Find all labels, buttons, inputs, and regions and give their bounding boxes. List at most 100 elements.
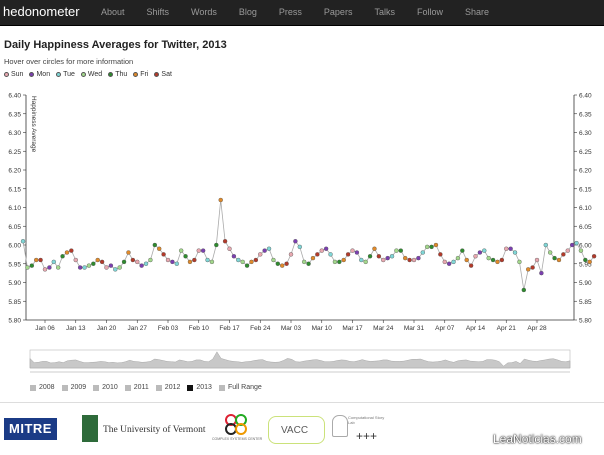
point-day-2[interactable] — [25, 265, 30, 270]
year-button-2009[interactable]: 2009 — [61, 384, 86, 391]
nav-blog[interactable]: Blog — [238, 7, 257, 17]
point-day-34[interactable] — [165, 257, 171, 263]
point-day-50[interactable] — [236, 257, 241, 263]
year-button-2013[interactable]: 2013 — [187, 384, 212, 391]
point-day-131[interactable] — [591, 254, 597, 259]
nav-follow[interactable]: Follow — [416, 7, 443, 17]
point-day-83[interactable] — [381, 257, 386, 263]
point-day-92[interactable] — [420, 250, 425, 255]
point-day-29[interactable] — [143, 261, 149, 266]
point-day-6[interactable] — [42, 267, 48, 272]
point-day-54[interactable] — [253, 257, 259, 263]
point-day-68[interactable] — [315, 252, 320, 257]
year-button-full-range[interactable]: Full Range — [218, 384, 262, 391]
point-day-94[interactable] — [429, 244, 434, 250]
point-day-51[interactable] — [240, 259, 245, 265]
point-day-130[interactable] — [587, 259, 592, 265]
point-day-49[interactable] — [231, 254, 237, 259]
point-day-5[interactable] — [38, 257, 43, 263]
point-day-31[interactable] — [152, 242, 158, 248]
point-day-76[interactable] — [350, 248, 355, 253]
point-day-112[interactable] — [508, 246, 513, 251]
point-day-80[interactable] — [367, 254, 373, 259]
point-day-13[interactable] — [73, 257, 78, 263]
complex-systems-logo[interactable]: COMPLEX SYSTEMS CENTER — [212, 437, 263, 441]
brand-logo[interactable]: hedonometer — [3, 4, 80, 19]
point-day-11[interactable] — [64, 250, 70, 255]
point-day-1[interactable] — [20, 239, 26, 244]
point-day-27[interactable] — [135, 259, 140, 265]
point-day-64[interactable] — [297, 244, 302, 250]
uvm-logo[interactable]: The University of Vermont — [103, 425, 206, 435]
point-day-108[interactable] — [490, 257, 496, 263]
point-day-125[interactable] — [565, 248, 570, 253]
point-day-33[interactable] — [161, 252, 166, 257]
point-day-90[interactable] — [411, 257, 417, 263]
point-day-89[interactable] — [407, 257, 412, 263]
point-day-123[interactable] — [556, 257, 562, 263]
point-day-81[interactable] — [372, 246, 377, 251]
point-day-79[interactable] — [363, 259, 368, 265]
point-day-48[interactable] — [227, 246, 232, 251]
point-day-66[interactable] — [306, 261, 311, 266]
point-day-39[interactable] — [187, 259, 193, 265]
nav-shifts[interactable]: Shifts — [146, 7, 170, 17]
nav-about[interactable]: About — [101, 7, 125, 17]
point-day-98[interactable] — [446, 261, 452, 266]
point-day-35[interactable] — [170, 259, 175, 265]
point-day-128[interactable] — [578, 248, 584, 253]
point-day-111[interactable] — [504, 246, 509, 251]
point-day-12[interactable] — [69, 248, 74, 253]
point-day-101[interactable] — [460, 248, 465, 253]
point-day-116[interactable] — [526, 267, 531, 272]
point-day-43[interactable] — [205, 257, 210, 263]
point-day-8[interactable] — [51, 259, 56, 265]
point-day-58[interactable] — [271, 257, 276, 263]
point-day-84[interactable] — [385, 255, 390, 261]
point-day-42[interactable] — [200, 248, 206, 253]
point-day-107[interactable] — [486, 255, 491, 261]
point-day-104[interactable] — [473, 254, 478, 259]
point-day-16[interactable] — [86, 263, 92, 268]
vacc-logo[interactable]: VACC — [281, 425, 309, 436]
point-day-73[interactable] — [337, 259, 342, 265]
point-day-69[interactable] — [319, 248, 324, 253]
point-day-45[interactable] — [214, 242, 219, 248]
point-day-70[interactable] — [323, 246, 329, 251]
point-day-117[interactable] — [530, 265, 535, 270]
point-day-44[interactable] — [209, 259, 215, 265]
point-day-115[interactable] — [521, 287, 527, 293]
point-day-100[interactable] — [455, 255, 461, 261]
point-day-46[interactable] — [218, 197, 223, 203]
point-day-59[interactable] — [275, 261, 281, 266]
point-day-93[interactable] — [424, 244, 430, 250]
year-button-2012[interactable]: 2012 — [155, 384, 180, 391]
nav-talks[interactable]: Talks — [374, 7, 395, 17]
point-day-57[interactable] — [266, 246, 272, 251]
point-day-17[interactable] — [91, 261, 96, 266]
point-day-25[interactable] — [126, 250, 131, 255]
point-day-65[interactable] — [301, 259, 307, 265]
point-day-32[interactable] — [157, 246, 162, 251]
point-day-67[interactable] — [310, 255, 316, 261]
point-day-113[interactable] — [512, 250, 518, 255]
point-day-121[interactable] — [547, 250, 553, 255]
point-day-95[interactable] — [433, 242, 439, 248]
point-day-97[interactable] — [442, 259, 447, 265]
point-day-53[interactable] — [249, 259, 254, 265]
point-day-106[interactable] — [482, 248, 487, 253]
year-button-2008[interactable]: 2008 — [30, 384, 55, 391]
point-day-47[interactable] — [222, 239, 228, 244]
year-button-2010[interactable]: 2010 — [93, 384, 118, 391]
nav-words[interactable]: Words — [191, 7, 217, 17]
point-day-96[interactable] — [438, 252, 443, 257]
point-day-124[interactable] — [561, 252, 566, 257]
point-day-86[interactable] — [394, 248, 399, 253]
point-day-126[interactable] — [569, 242, 575, 248]
point-day-14[interactable] — [77, 265, 83, 270]
point-day-118[interactable] — [534, 257, 540, 263]
point-day-62[interactable] — [288, 252, 294, 257]
point-day-77[interactable] — [354, 250, 360, 255]
point-day-120[interactable] — [543, 242, 548, 248]
point-day-88[interactable] — [403, 255, 408, 261]
